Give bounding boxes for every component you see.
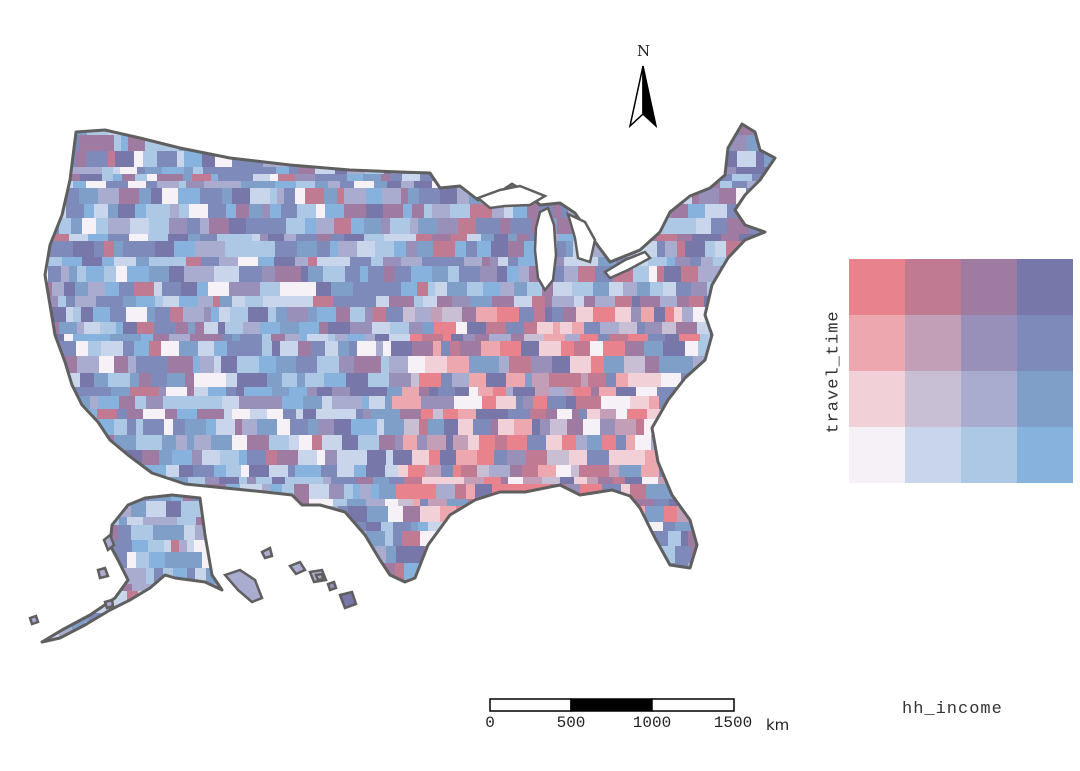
legend-cell-r1-c3 [1017, 315, 1073, 371]
hawaii-islands [314, 572, 358, 610]
legend-cell-r2-c1 [905, 371, 961, 427]
scale-bar [489, 698, 735, 712]
legend-cell-r3-c0 [849, 427, 905, 483]
scale-tick-0: 0 [485, 714, 495, 732]
lake-superior [475, 184, 548, 210]
legend-cell-r0-c3 [1017, 259, 1073, 315]
north-arrow [628, 65, 658, 129]
legend-cell-r3-c2 [961, 427, 1017, 483]
scale-unit: km [766, 716, 790, 734]
legend-cell-r2-c3 [1017, 371, 1073, 427]
legend-cell-r3-c3 [1017, 427, 1073, 483]
legend-cell-r3-c1 [905, 427, 961, 483]
legend-y-label: travel_time [824, 310, 844, 434]
lake-michigan [533, 206, 558, 293]
legend-cell-r1-c0 [849, 315, 905, 371]
legend-x-label: hh_income [902, 700, 1003, 719]
legend-cell-r2-c0 [849, 371, 905, 427]
lake-huron [566, 211, 597, 264]
legend-cell-r0-c2 [961, 259, 1017, 315]
alaska-islands [28, 532, 328, 626]
legend-cell-r2-c2 [961, 371, 1017, 427]
legend-cell-r1-c1 [905, 315, 961, 371]
alaska-outline [40, 493, 224, 644]
scale-tick-500: 500 [556, 714, 586, 732]
legend-cell-r0-c0 [849, 259, 905, 315]
scale-tick-1500: 1500 [713, 714, 753, 732]
bivariate-legend [849, 259, 1073, 483]
lake-erie [603, 250, 652, 280]
legend-cell-r1-c2 [961, 315, 1017, 371]
legend-cell-r0-c1 [905, 259, 961, 315]
scale-tick-1000: 1000 [632, 714, 672, 732]
north-arrow-label: N [637, 42, 651, 60]
